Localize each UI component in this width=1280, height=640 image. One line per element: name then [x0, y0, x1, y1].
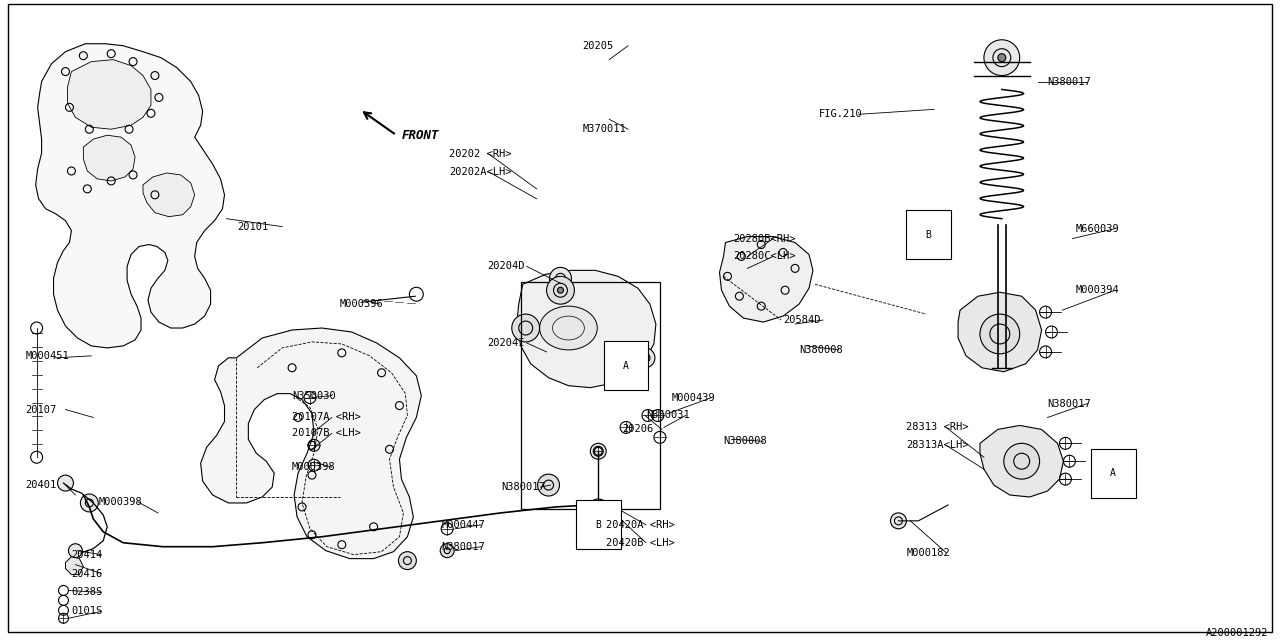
- Circle shape: [558, 287, 563, 293]
- Text: A200001292: A200001292: [1206, 628, 1268, 638]
- Text: 20414: 20414: [72, 550, 102, 559]
- Text: M370011: M370011: [582, 124, 626, 134]
- Text: 20204D: 20204D: [486, 261, 525, 271]
- Circle shape: [398, 552, 416, 570]
- Text: 20280B<RH>: 20280B<RH>: [733, 234, 796, 244]
- Polygon shape: [719, 237, 813, 322]
- Text: M000447: M000447: [442, 520, 485, 530]
- Text: 20107: 20107: [26, 404, 56, 415]
- Text: M000451: M000451: [26, 351, 69, 361]
- Text: N350030: N350030: [292, 390, 335, 401]
- Text: 20280C<LH>: 20280C<LH>: [733, 252, 796, 262]
- Circle shape: [590, 444, 607, 460]
- Text: N380017: N380017: [1047, 77, 1092, 86]
- Text: N350031: N350031: [646, 410, 690, 420]
- Polygon shape: [517, 270, 655, 388]
- Text: A: A: [1110, 468, 1116, 478]
- Polygon shape: [980, 426, 1064, 497]
- Polygon shape: [143, 173, 195, 217]
- Text: M000396: M000396: [339, 299, 384, 309]
- Text: 20202A<LH>: 20202A<LH>: [449, 167, 512, 177]
- Text: 28313A<LH>: 28313A<LH>: [906, 440, 969, 451]
- Circle shape: [512, 314, 540, 342]
- Ellipse shape: [540, 306, 598, 350]
- Polygon shape: [36, 44, 224, 348]
- Text: N380008: N380008: [723, 436, 767, 446]
- Text: 20416: 20416: [72, 568, 102, 579]
- Text: B: B: [925, 230, 931, 239]
- Circle shape: [984, 40, 1020, 76]
- Text: 20205: 20205: [582, 41, 613, 51]
- Text: FRONT: FRONT: [402, 129, 439, 142]
- Text: FIG.210: FIG.210: [819, 109, 863, 119]
- Text: 28313 <RH>: 28313 <RH>: [906, 422, 969, 433]
- Text: 20584D: 20584D: [783, 315, 820, 325]
- Text: N380017: N380017: [500, 482, 544, 492]
- Polygon shape: [201, 328, 421, 559]
- Text: M000439: M000439: [672, 392, 716, 403]
- Text: 20202 <RH>: 20202 <RH>: [449, 149, 512, 159]
- Text: M000398: M000398: [99, 497, 142, 507]
- Text: 20420A <RH>: 20420A <RH>: [607, 520, 675, 530]
- Text: N380008: N380008: [799, 345, 842, 355]
- Text: 20401: 20401: [26, 480, 56, 490]
- Circle shape: [58, 475, 73, 491]
- Text: B: B: [595, 520, 602, 530]
- Text: 20420B <LH>: 20420B <LH>: [607, 538, 675, 548]
- Polygon shape: [957, 292, 1042, 372]
- Text: M660039: M660039: [1075, 223, 1119, 234]
- Text: N380017: N380017: [1047, 399, 1092, 408]
- Polygon shape: [83, 135, 136, 181]
- Circle shape: [81, 494, 99, 512]
- Text: A: A: [623, 361, 628, 371]
- Text: 20206: 20206: [622, 424, 653, 435]
- Text: 20107A <RH>: 20107A <RH>: [292, 413, 361, 422]
- Text: 0101S: 0101S: [72, 606, 102, 616]
- Circle shape: [980, 314, 1020, 354]
- Text: 0238S: 0238S: [72, 588, 102, 597]
- Circle shape: [547, 276, 575, 304]
- Circle shape: [1004, 444, 1039, 479]
- Circle shape: [440, 544, 454, 557]
- Circle shape: [891, 513, 906, 529]
- Text: N380017: N380017: [442, 541, 485, 552]
- Text: M000398: M000398: [292, 462, 335, 472]
- Text: 20101: 20101: [237, 221, 269, 232]
- Circle shape: [589, 499, 608, 519]
- Polygon shape: [65, 557, 83, 575]
- Circle shape: [635, 348, 655, 368]
- Circle shape: [998, 54, 1006, 61]
- Circle shape: [68, 544, 82, 557]
- Text: 20107B <LH>: 20107B <LH>: [292, 428, 361, 438]
- Circle shape: [538, 474, 559, 496]
- Polygon shape: [68, 60, 151, 129]
- Bar: [521, 282, 660, 509]
- Text: M000182: M000182: [906, 548, 950, 557]
- Text: M000394: M000394: [1075, 285, 1119, 295]
- Circle shape: [549, 268, 571, 289]
- Text: 20204I: 20204I: [486, 338, 525, 348]
